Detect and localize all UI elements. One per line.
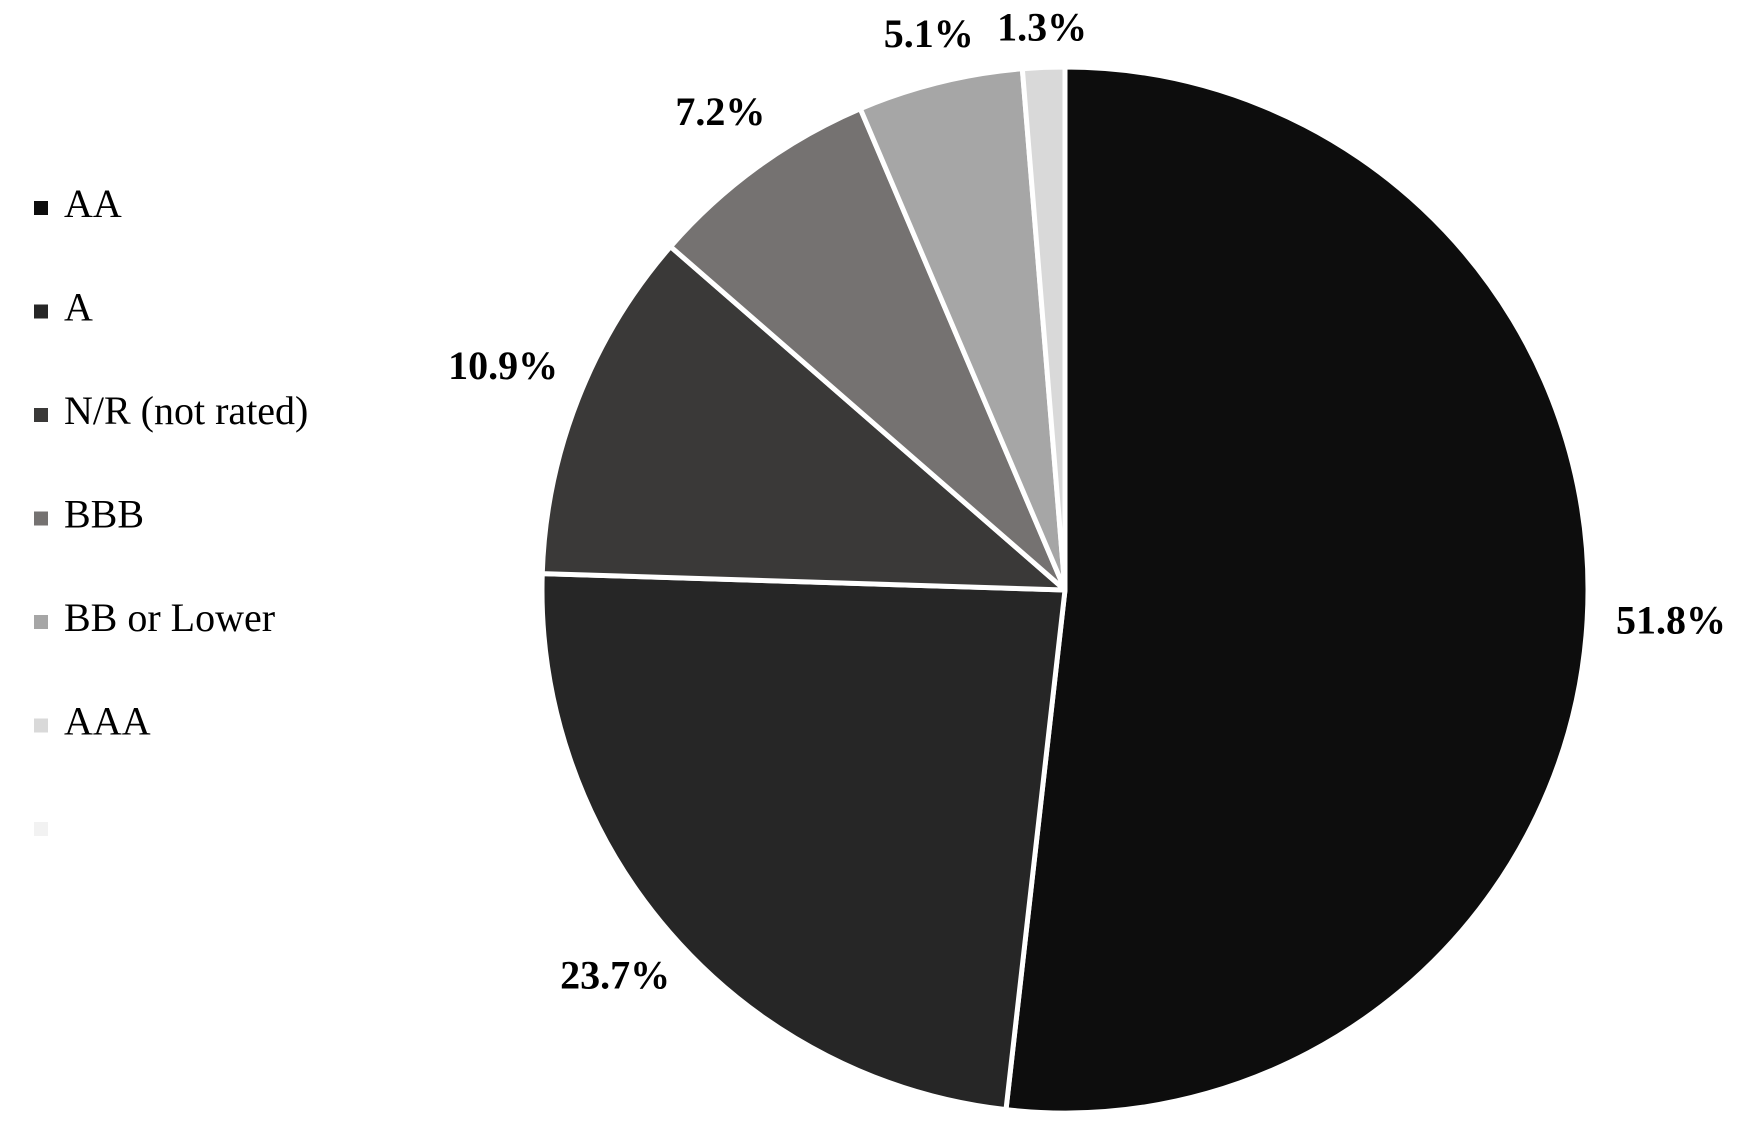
pie-slice [857, 66, 1068, 593]
legend-swatch [34, 408, 48, 422]
data-label: 23.7% [560, 952, 670, 997]
legend-label: AA [64, 181, 122, 226]
legend-label: AAA [64, 699, 151, 744]
legend-swatch [34, 511, 48, 526]
legend-swatch [34, 201, 48, 215]
legend-swatch [34, 304, 48, 319]
legend-label: A [64, 285, 93, 330]
legend-swatch [34, 822, 48, 836]
pie-slice [539, 244, 1068, 593]
pie-slice [1003, 64, 1591, 1116]
legend-label: BBB [64, 492, 144, 537]
data-label: 1.3% [997, 5, 1087, 50]
data-label: 5.1% [884, 11, 974, 56]
pie-slice [668, 106, 1068, 593]
legend-label: N/R (not rated) [64, 388, 308, 433]
pie-slice [539, 571, 1068, 1113]
legend-label: BB or Lower [64, 595, 275, 640]
data-label: 7.2% [675, 89, 765, 134]
legend-swatch [34, 615, 48, 629]
data-label: 51.8% [1616, 597, 1726, 642]
legend-swatch [34, 718, 48, 733]
data-label: 10.9% [448, 343, 558, 388]
